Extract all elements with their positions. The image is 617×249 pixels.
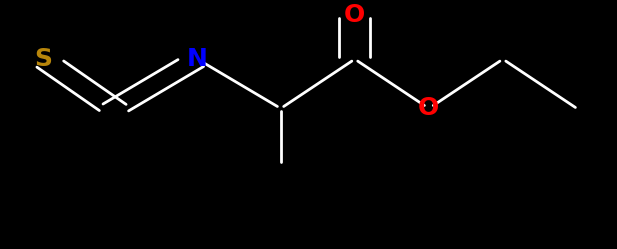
Text: S: S — [34, 47, 52, 71]
Text: O: O — [344, 3, 365, 27]
Text: O: O — [418, 96, 439, 121]
Text: N: N — [187, 47, 208, 71]
